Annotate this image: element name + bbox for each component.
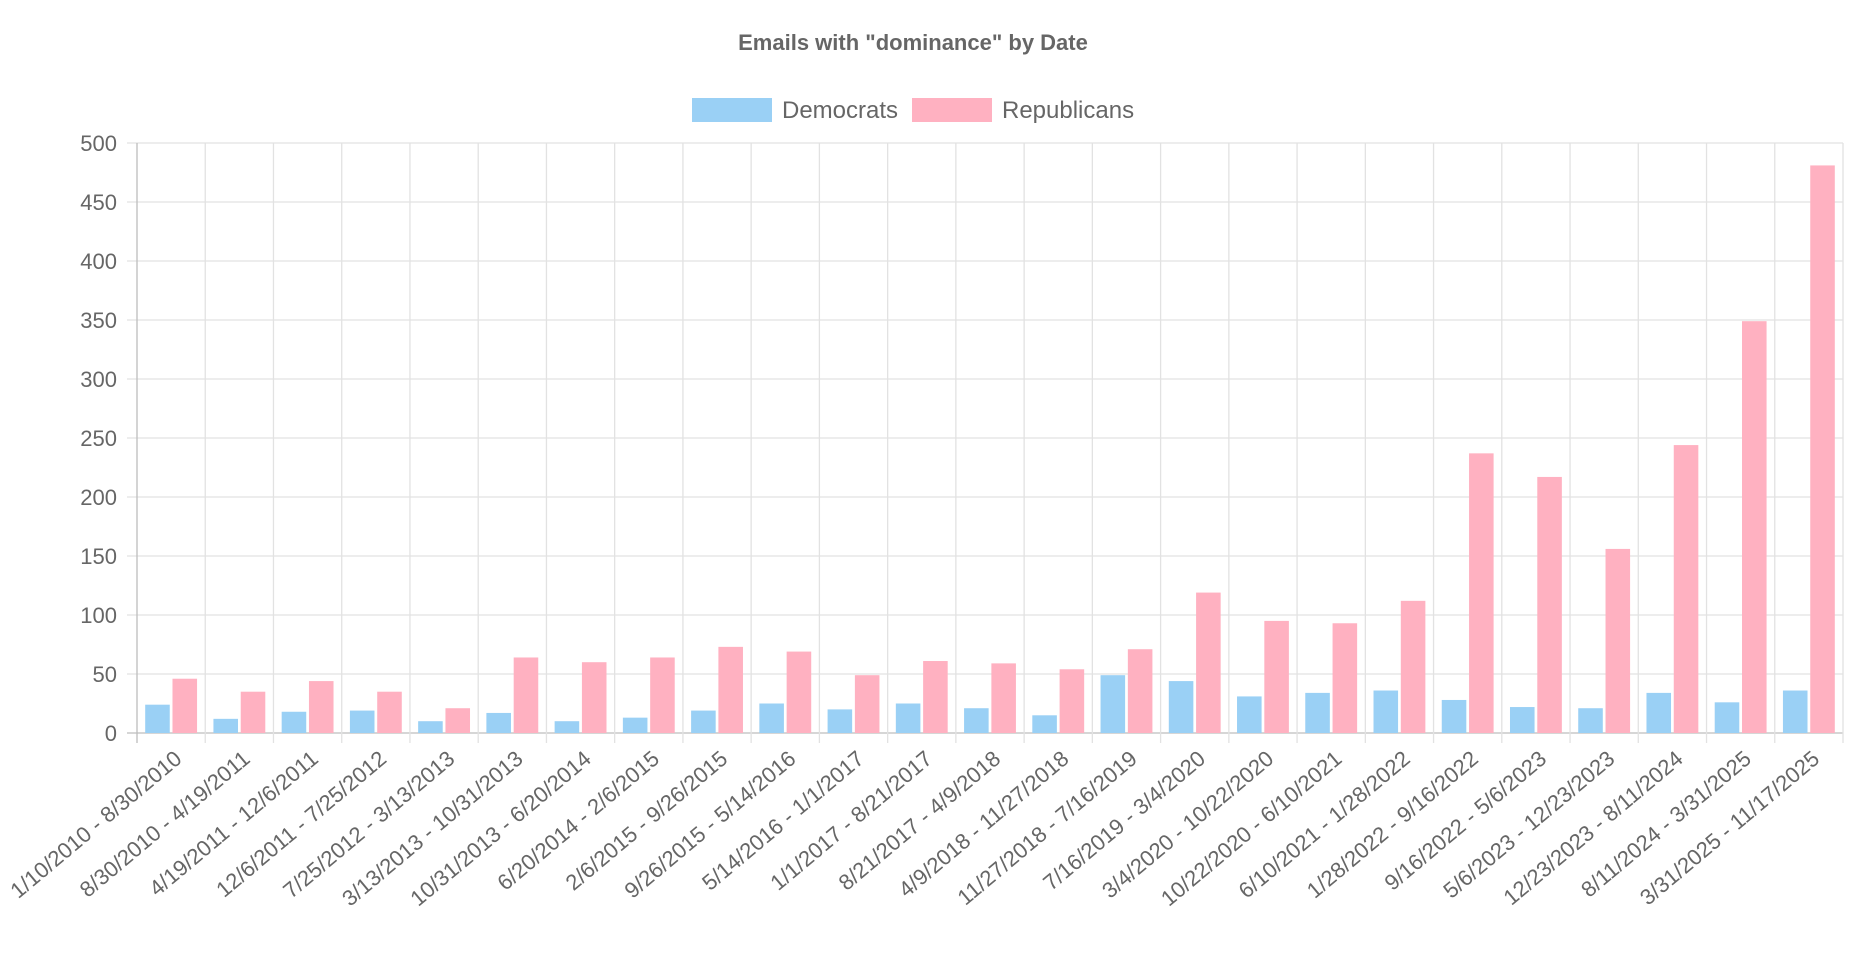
- bar-republicans-17: [1332, 623, 1358, 733]
- chart-title: Emails with "dominance" by Date: [738, 30, 1088, 55]
- y-tick-label: 350: [80, 308, 117, 333]
- bar-democrats-20: [1509, 707, 1535, 733]
- y-tick-label: 150: [80, 544, 117, 569]
- y-tick-label: 300: [80, 367, 117, 392]
- bar-republicans-1: [240, 691, 266, 733]
- bar-republicans-0: [172, 678, 198, 733]
- bar-democrats-3: [349, 710, 375, 733]
- bar-democrats-6: [554, 721, 580, 733]
- bar-republicans-15: [1196, 592, 1221, 733]
- y-tick-label: 100: [80, 603, 117, 628]
- bar-republicans-16: [1264, 620, 1289, 733]
- bar-republicans-24: [1810, 165, 1835, 734]
- bar-republicans-8: [718, 646, 743, 733]
- bar-republicans-13: [1059, 669, 1085, 733]
- bar-democrats-4: [418, 721, 443, 733]
- bar-republicans-22: [1673, 445, 1699, 733]
- y-tick-label: 450: [80, 190, 117, 215]
- bar-democrats-17: [1305, 692, 1330, 733]
- bar-republicans-10: [854, 675, 880, 733]
- bar-democrats-2: [281, 711, 307, 733]
- bar-republicans-14: [1127, 649, 1153, 733]
- legend-swatch: [692, 98, 772, 122]
- bar-republicans-12: [991, 663, 1016, 733]
- bar-republicans-23: [1742, 321, 1767, 733]
- legend-swatch: [912, 98, 992, 122]
- bar-democrats-10: [827, 709, 853, 733]
- bar-republicans-5: [513, 657, 539, 733]
- bar-democrats-8: [691, 710, 716, 733]
- bar-democrats-18: [1373, 690, 1399, 733]
- bar-republicans-7: [650, 657, 675, 733]
- bar-democrats-14: [1100, 675, 1126, 733]
- bar-republicans-6: [581, 662, 607, 733]
- y-tick-label: 50: [93, 662, 117, 687]
- bar-democrats-11: [895, 703, 921, 733]
- bar-republicans-9: [786, 651, 812, 733]
- legend-item-republicans[interactable]: Republicans: [912, 97, 1134, 124]
- bar-republicans-20: [1537, 476, 1562, 733]
- bar-democrats-7: [622, 717, 648, 733]
- bar-democrats-22: [1646, 692, 1672, 733]
- y-tick-label: 500: [80, 131, 117, 156]
- bar-republicans-18: [1400, 600, 1426, 733]
- legend[interactable]: Democrats Republicans: [692, 97, 1134, 124]
- y-axis: 0 50 100 150 200 250 300 350 400 450 500: [80, 131, 117, 746]
- y-tick-label: 200: [80, 485, 117, 510]
- y-tick-label: 250: [80, 426, 117, 451]
- bar-republicans-2: [308, 681, 334, 733]
- bars: [145, 165, 1835, 734]
- bar-democrats-23: [1714, 702, 1740, 733]
- bar-republicans-3: [377, 691, 402, 733]
- bar-republicans-21: [1605, 548, 1631, 733]
- bar-republicans-4: [445, 708, 471, 733]
- y-tick-label: 0: [105, 721, 117, 746]
- legend-item-democrats[interactable]: Democrats: [692, 97, 898, 124]
- y-tick-label: 400: [80, 249, 117, 274]
- grid-lines: [127, 142, 1844, 743]
- bar-democrats-21: [1578, 708, 1603, 733]
- bar-democrats-15: [1168, 681, 1194, 733]
- bar-democrats-12: [964, 708, 989, 733]
- bar-republicans-11: [923, 661, 948, 733]
- bar-democrats-24: [1782, 690, 1808, 733]
- bar-democrats-1: [213, 718, 238, 733]
- legend-label: Democrats: [782, 97, 898, 124]
- bar-democrats-9: [759, 703, 784, 733]
- bar-democrats-0: [145, 704, 170, 733]
- legend-label: Republicans: [1002, 97, 1134, 124]
- bar-republicans-19: [1469, 453, 1494, 733]
- bar-democrats-5: [486, 712, 511, 733]
- bar-democrats-13: [1032, 715, 1057, 733]
- bar-democrats-19: [1441, 699, 1467, 733]
- bar-democrats-16: [1237, 696, 1262, 733]
